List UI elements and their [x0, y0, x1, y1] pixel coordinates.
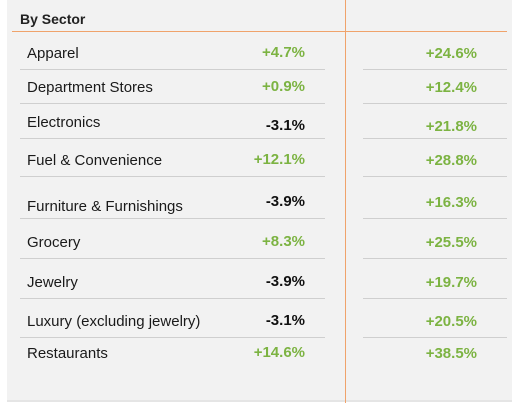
section-title: By Sector — [20, 11, 86, 27]
change-value-1: +14.6% — [253, 344, 305, 361]
header-divider — [12, 31, 507, 32]
table-row: Department Stores +0.9% +12.4% — [20, 70, 507, 104]
sector-label: Fuel & Convenience — [27, 152, 163, 169]
row-divider — [20, 69, 325, 70]
row-divider — [363, 138, 507, 139]
table-row: Jewelry -3.9% +19.7% — [20, 265, 507, 299]
sector-label: Restaurants — [27, 345, 108, 362]
row-divider — [20, 258, 325, 259]
change-value-1: -3.9% — [265, 193, 305, 210]
table-row: Luxury (excluding jewelry) -3.1% +20.5% — [20, 304, 507, 338]
row-divider — [20, 218, 325, 219]
sector-label: Jewelry — [27, 274, 78, 291]
sector-label: Grocery — [27, 234, 81, 251]
change-value-2: +12.4% — [425, 79, 477, 96]
change-value-2: +21.8% — [425, 118, 477, 135]
column-divider — [345, 0, 346, 403]
sector-label: Department Stores — [27, 79, 153, 96]
sector-label: Luxury (excluding jewelry) — [27, 313, 201, 330]
change-value-1: -3.9% — [265, 273, 305, 290]
table-row: Grocery +8.3% +25.5% — [20, 225, 507, 259]
change-value-2: +28.8% — [425, 152, 477, 169]
change-value-1: +4.7% — [262, 44, 305, 61]
row-divider — [20, 176, 325, 177]
change-value-2: +19.7% — [425, 274, 477, 291]
row-divider — [363, 176, 507, 177]
row-divider — [20, 298, 325, 299]
change-value-2: +16.3% — [425, 194, 477, 211]
row-divider — [20, 138, 325, 139]
row-divider — [363, 298, 507, 299]
row-divider — [20, 337, 325, 338]
table-row: Restaurants +14.6% +38.5% — [20, 336, 507, 370]
row-divider — [363, 218, 507, 219]
sector-label: Apparel — [27, 45, 79, 62]
row-divider — [363, 258, 507, 259]
sector-table-panel — [7, 0, 512, 402]
table-row: Furniture & Furnishings -3.9% +16.3% — [20, 185, 507, 219]
change-value-1: +8.3% — [262, 233, 305, 250]
table-row: Apparel +4.7% +24.6% — [20, 36, 507, 70]
change-value-2: +20.5% — [425, 313, 477, 330]
table-row: Electronics -3.1% +21.8% — [20, 105, 507, 139]
row-divider — [363, 103, 507, 104]
row-divider — [363, 69, 507, 70]
change-value-1: -3.1% — [265, 117, 305, 134]
change-value-1: -3.1% — [265, 312, 305, 329]
table-row: Fuel & Convenience +12.1% +28.8% — [20, 143, 507, 177]
sector-label: Furniture & Furnishings — [27, 198, 183, 215]
change-value-2: +38.5% — [425, 345, 477, 362]
row-divider — [20, 103, 325, 104]
change-value-2: +24.6% — [425, 45, 477, 62]
change-value-2: +25.5% — [425, 234, 477, 251]
row-divider — [363, 337, 507, 338]
change-value-1: +0.9% — [262, 78, 305, 95]
sector-label: Electronics — [27, 114, 101, 131]
change-value-1: +12.1% — [253, 151, 305, 168]
